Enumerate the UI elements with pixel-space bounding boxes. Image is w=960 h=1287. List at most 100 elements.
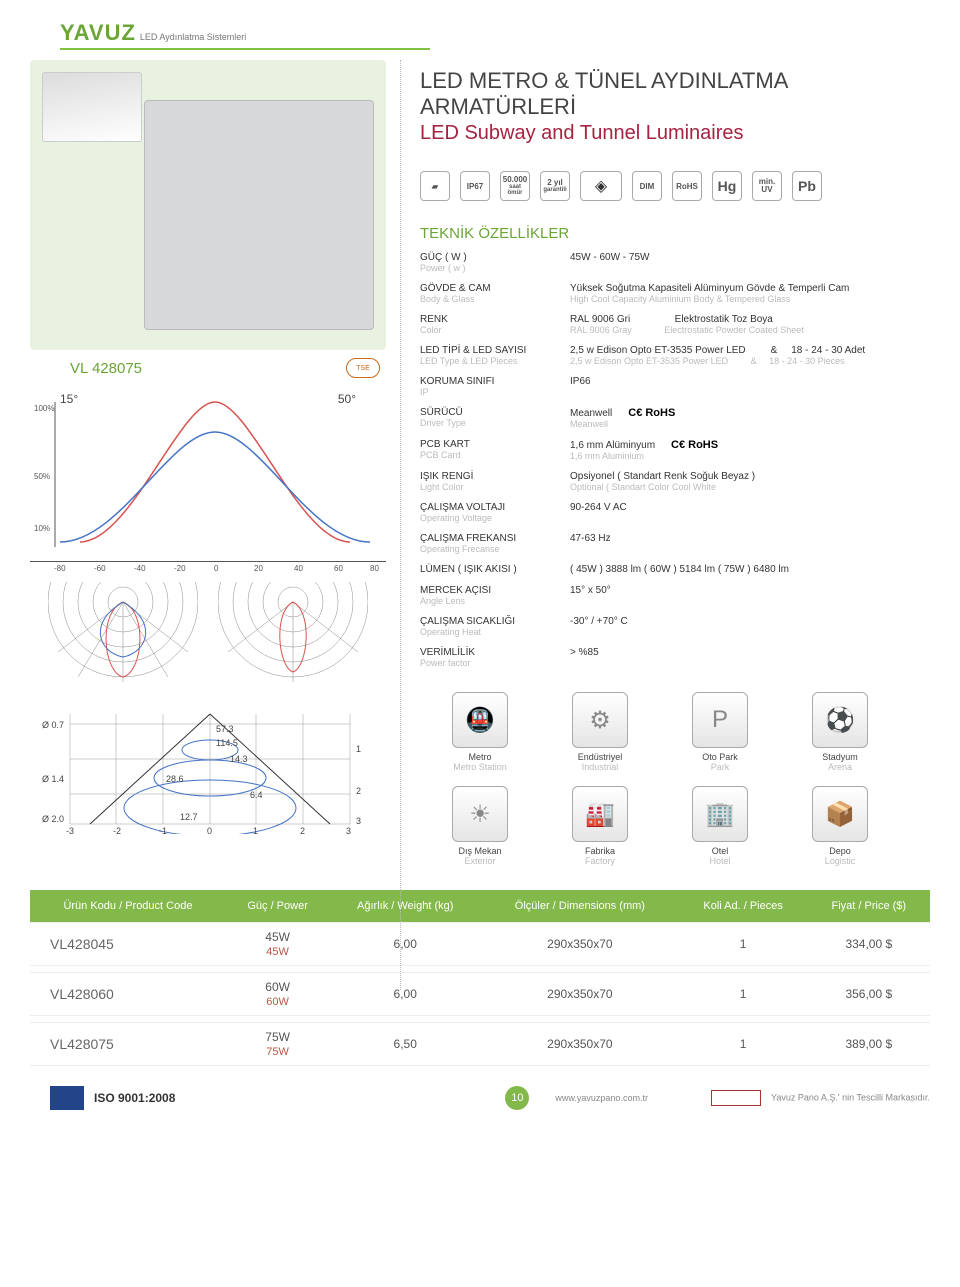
spec-label-en: Operating Frecanse [420, 544, 570, 554]
spec-label-en: LED Type & LED Pieces [420, 356, 570, 366]
cell-weight: 6,00 [329, 922, 481, 969]
warranty-n: 2 yıl [547, 179, 563, 187]
product-table: Ürün Kodu / Product CodeGüç / PowerAğırl… [30, 890, 930, 1072]
ce-rohs-badge: C€ RoHS [671, 439, 718, 451]
table-header: Güç / Power [226, 890, 329, 922]
spec-label-en: Operating Voltage [420, 513, 570, 523]
spec-label-en: Angle Lens [420, 596, 570, 606]
trademark-text: Yavuz Pano A.Ş.' nin Tescilli Markasıdır… [771, 1092, 930, 1102]
spec-row: KORUMA SINIFIIP IP66 [420, 376, 930, 397]
app-icon: ⚽ [812, 692, 868, 748]
spec-row: MERCEK AÇISIAngle Lens 15° x 50° [420, 585, 930, 606]
spec-label-tr: ÇALIŞMA FREKANSI [420, 533, 570, 544]
spec-value-tr: ( 45W ) 3888 lm ( 60W ) 5184 lm ( 75W ) … [570, 564, 930, 575]
curve-15 [80, 402, 350, 542]
xtick: -60 [94, 564, 106, 573]
life-badge: 50.000 saat ömür [500, 171, 530, 201]
app-item: 📦DepoLogistic [800, 786, 880, 866]
cell-code: VL428075 [30, 1019, 226, 1069]
svg-text:-1: -1 [159, 826, 167, 834]
app-label-en: Arena [800, 762, 880, 772]
product-thumb [42, 72, 142, 142]
apps-row-1: 🚇MetroMetro Station⚙EndüstriyelIndustria… [440, 692, 930, 772]
svg-text:6.4: 6.4 [250, 790, 263, 800]
spec-label-tr: PCB KART [420, 439, 570, 450]
xtick: -40 [134, 564, 146, 573]
xtick: 0 [214, 564, 218, 573]
app-icon: 🏢 [692, 786, 748, 842]
vertical-divider [400, 60, 401, 990]
table-header: Ölçüler / Dimensions (mm) [481, 890, 678, 922]
spec-value-en: 2,5 w Edison Opto ET-3535 Power LED & 18… [570, 356, 930, 366]
app-label-tr: Oto Park [680, 752, 760, 762]
tse-badge: TSE [346, 358, 380, 378]
spec-value-tr: RAL 9006 Gri Elektrostatik Toz Boya [570, 314, 930, 325]
xtick: 20 [254, 564, 263, 573]
xtick: 80 [370, 564, 379, 573]
app-label-tr: Dış Mekan [440, 846, 520, 856]
xtick: -80 [54, 564, 66, 573]
spec-label-tr: GÖVDE & CAM [420, 283, 570, 294]
dim-badge: DIM [632, 171, 662, 201]
spec-row: GÜÇ ( W )Power ( w ) 45W - 60W - 75W [420, 252, 930, 273]
svg-text:1: 1 [356, 744, 361, 754]
polar-charts [30, 582, 386, 692]
spec-value-tr: Opsiyonel ( Standart Renk Soğuk Beyaz ) [570, 471, 930, 482]
iso-cert: ISO 9001:2008 [94, 1091, 175, 1105]
beam-angle-50: 50° [338, 392, 356, 406]
spec-value-en: Meanwell [570, 419, 930, 429]
spec-row: RENKColor RAL 9006 Gri Elektrostatik Toz… [420, 314, 930, 335]
app-item: ☀Dış MekanExterior [440, 786, 520, 866]
spec-value-en: 1,6 mm Aluminium [570, 451, 930, 461]
table-header: Koli Ad. / Pieces [679, 890, 808, 922]
app-label-tr: Stadyum [800, 752, 880, 762]
cell-pieces: 1 [679, 1019, 808, 1069]
polar-chart-2 [218, 582, 368, 692]
spec-value-en: High Cool Capacity Aluminium Body & Temp… [570, 294, 930, 304]
app-label-tr: Otel [680, 846, 760, 856]
spec-label-tr: VERİMLİLİK [420, 647, 570, 658]
app-item: 🚇MetroMetro Station [440, 692, 520, 772]
diamond-icon: ◈ [580, 171, 622, 201]
svg-text:-3: -3 [66, 826, 74, 834]
spec-row: GÖVDE & CAMBody & Glass Yüksek Soğutma K… [420, 283, 930, 304]
spec-label-en: Body & Glass [420, 294, 570, 304]
cell-code: VL428045 [30, 922, 226, 969]
svg-text:28.6: 28.6 [166, 774, 184, 784]
svg-text:0: 0 [207, 826, 212, 834]
table-row: VL428060 60W60W 6,00 290x350x70 1 356,00… [30, 969, 930, 1019]
spec-row: VERİMLİLİKPower factor > %85 [420, 647, 930, 668]
app-item: 🏢OtelHotel [680, 786, 760, 866]
brand-sub: LED Aydınlatma Sistemleri [140, 32, 246, 42]
svg-text:2: 2 [300, 826, 305, 834]
table-header: Ağırlık / Weight (kg) [329, 890, 481, 922]
spec-value-tr: 15° x 50° [570, 585, 930, 596]
svg-text:Ø 1.4: Ø 1.4 [42, 774, 64, 784]
ce-rohs-badge: C€ RoHS [628, 407, 675, 419]
app-label-tr: Endüstriyel [560, 752, 640, 762]
app-icon: 🏭 [572, 786, 628, 842]
app-icon: ⚙ [572, 692, 628, 748]
spec-value-en: RAL 9006 Gray Electrostatic Powder Coate… [570, 325, 930, 335]
badge-row: ▰ IP67 50.000 saat ömür 2 yıl garantili … [420, 171, 930, 201]
app-item: ⚽ StadyumArena [800, 692, 880, 772]
table-header: Ürün Kodu / Product Code [30, 890, 226, 922]
apps-row-2: ☀Dış MekanExterior🏭FabrikaFactory🏢OtelHo… [440, 786, 930, 866]
app-label-en: Exterior [440, 856, 520, 866]
app-icon: 🚇 [452, 692, 508, 748]
yavuzpano-logo-icon [50, 1086, 84, 1110]
svg-text:57.3: 57.3 [216, 724, 234, 734]
svg-text:14.3: 14.3 [230, 754, 248, 764]
spec-value-tr: 1,6 mm AlüminyumC€ RoHS [570, 439, 930, 451]
spec-label-tr: SÜRÜCÜ [420, 407, 570, 418]
app-icon: P [692, 692, 748, 748]
svg-text:114.5: 114.5 [216, 738, 238, 748]
spec-label-en: PCB Card [420, 450, 570, 460]
svg-text:Ø 2.0: Ø 2.0 [42, 814, 64, 824]
footer-url: www.yavuzpano.com.tr [555, 1093, 648, 1103]
svg-text:3: 3 [346, 826, 351, 834]
spec-value-tr: 2,5 w Edison Opto ET-3535 Power LED & 18… [570, 345, 930, 356]
spec-label-tr: ÇALIŞMA SICAKLIĞI [420, 616, 570, 627]
cell-pieces: 1 [679, 922, 808, 969]
pb-badge: Pb [792, 171, 822, 201]
